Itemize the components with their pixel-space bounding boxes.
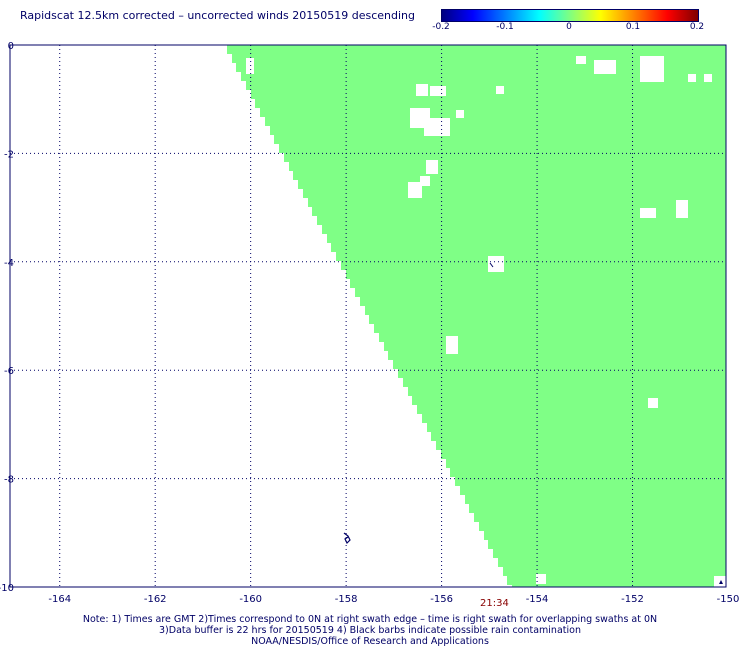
y-tick-label: -8 <box>4 475 14 486</box>
wind-map: -164 -162 -160 -158 -156 -154 -152 -150 0 -2 -4 -6… <box>0 41 739 605</box>
y-tick-label: -6 <box>4 366 14 377</box>
y-tick-label: -10 <box>0 583 14 594</box>
swath-area <box>226 45 727 587</box>
x-tick-label: -160 <box>239 594 262 605</box>
x-axis-ticks: -164 -162 -160 -158 -156 -154 -152 -150 <box>48 594 739 605</box>
data-gap <box>416 84 428 96</box>
data-gap <box>676 200 688 218</box>
x-tick-label: -156 <box>430 594 453 605</box>
note-line-1: Note: 1) Times are GMT 2)Times correspon… <box>82 614 658 625</box>
note-line-2: 3)Data buffer is 22 hrs for 20150519 4) … <box>159 625 581 636</box>
colorbar-label-max: 0.2 <box>689 22 705 32</box>
map-title: Rapidscat 12.5km corrected – uncorrected… <box>20 9 416 22</box>
x-tick-label: -158 <box>335 594 358 605</box>
data-gap <box>246 58 254 74</box>
data-gap <box>446 336 458 354</box>
lat-lon-grid <box>10 45 726 587</box>
data-gap <box>576 56 586 64</box>
colorbar-label-zero: 0 <box>566 22 572 32</box>
data-gap <box>426 160 438 174</box>
wind-barb <box>719 580 723 584</box>
data-gap <box>594 60 616 74</box>
x-tick-label: -162 <box>144 594 167 605</box>
data-gap <box>688 74 696 82</box>
data-gap <box>424 118 450 136</box>
colorbar-label-high: 0.1 <box>625 22 641 32</box>
data-gap <box>430 86 446 96</box>
footer-notes: Note: 1) Times are GMT 2)Times correspon… <box>0 614 740 647</box>
wind-barb <box>343 532 351 545</box>
colorbar-label-min: -0.2 <box>432 22 450 32</box>
x-tick-label: -154 <box>526 594 549 605</box>
data-gap <box>640 208 656 218</box>
swath-timestamp: 21:34 <box>480 598 509 609</box>
data-gap <box>496 86 504 94</box>
data-gap <box>408 182 422 198</box>
colorbar-label-low: -0.1 <box>496 22 514 32</box>
data-gap <box>488 256 504 272</box>
y-tick-label: 0 <box>8 41 14 52</box>
y-tick-label: -4 <box>4 258 14 269</box>
data-gap <box>420 176 430 186</box>
wind-barb <box>489 262 494 268</box>
x-tick-label: -150 <box>717 594 740 605</box>
data-gap <box>640 56 664 82</box>
data-gaps <box>246 56 726 588</box>
data-gap <box>648 398 658 408</box>
note-line-3: NOAA/NESDIS/Office of Research and Appli… <box>251 636 489 647</box>
swath-fill <box>226 45 727 587</box>
data-gap <box>704 74 712 82</box>
x-tick-label: -152 <box>621 594 644 605</box>
data-gap <box>456 110 464 118</box>
colorbar <box>441 9 699 22</box>
y-tick-label: -2 <box>4 149 14 160</box>
x-tick-label: -164 <box>48 594 71 605</box>
y-axis-ticks: 0 -2 -4 -6 -8 -10 <box>0 41 14 594</box>
data-gap <box>536 574 546 584</box>
map-frame <box>9 44 727 588</box>
